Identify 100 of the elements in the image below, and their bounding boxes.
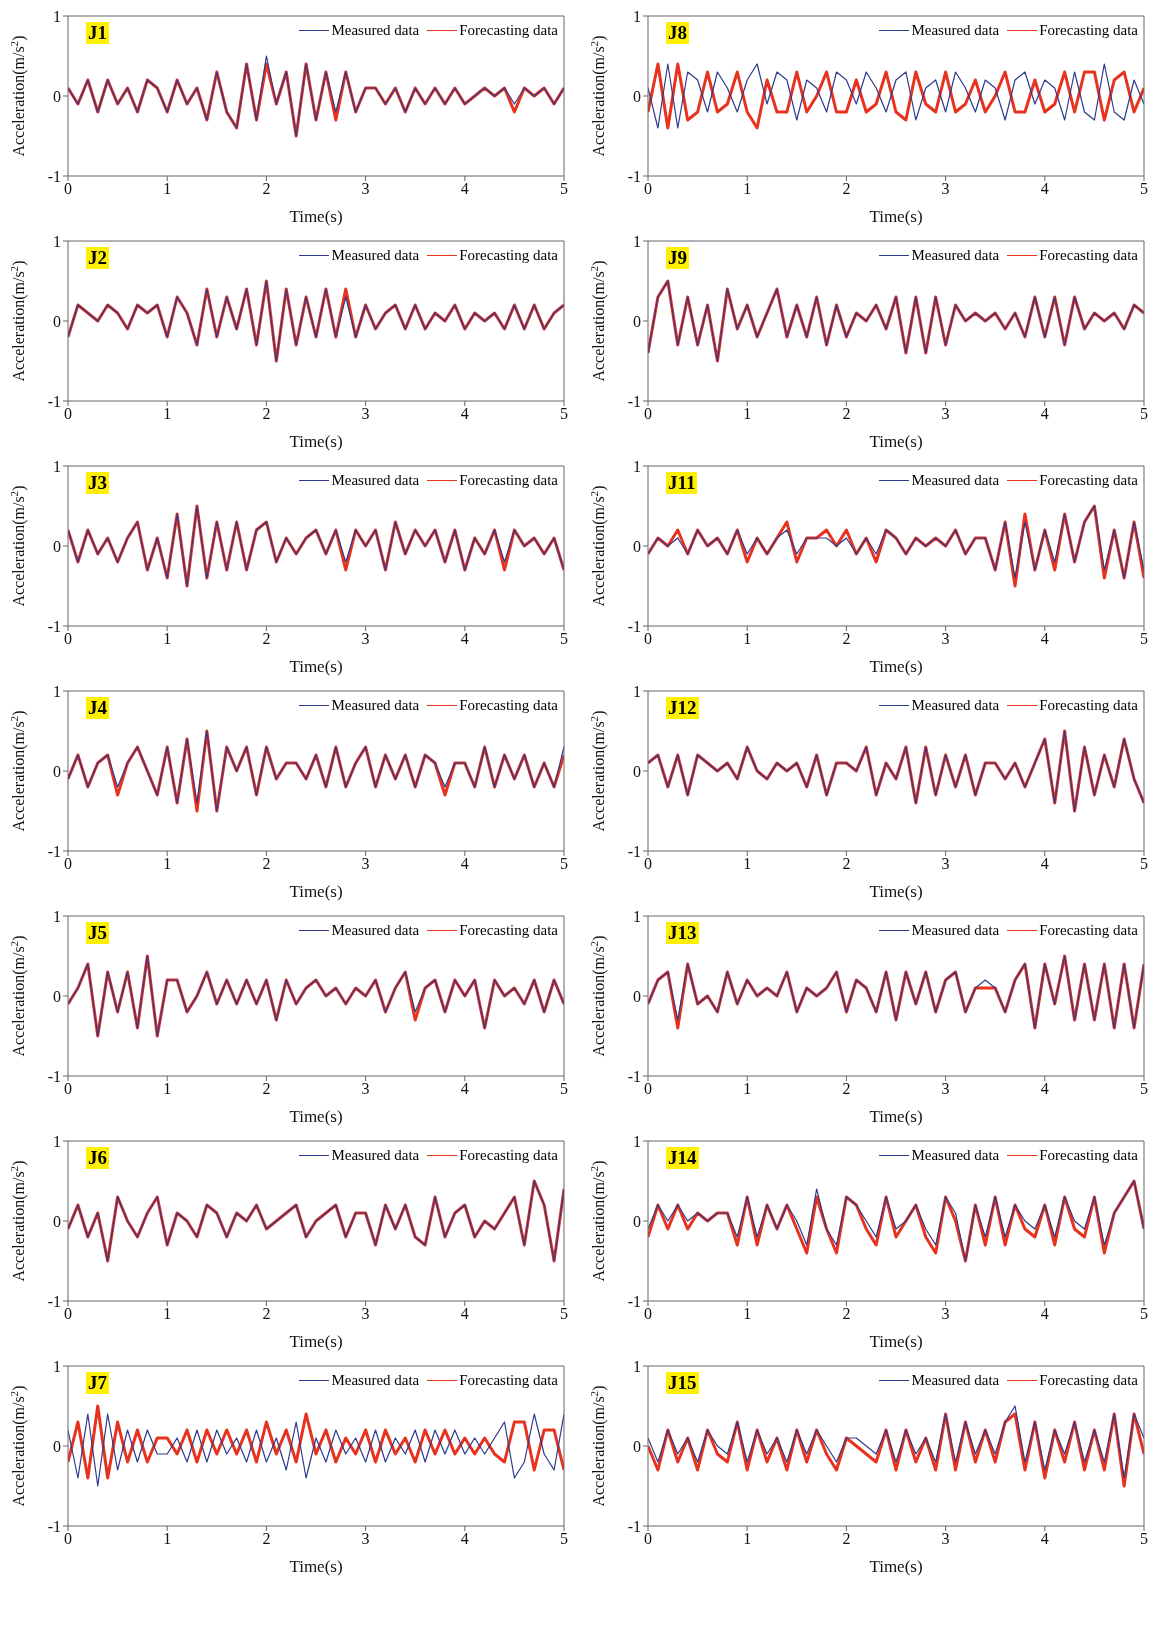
y-tick-label: 1 [633,1357,641,1375]
y-tick-label: 0 [633,537,641,555]
legend-label: Measured data [911,922,1000,939]
y-tick-label: 1 [633,232,641,250]
chart-title: J12 [666,697,699,719]
x-tick-label: 1 [743,855,752,873]
y-tick-label: 1 [53,682,61,700]
x-tick-label: 1 [743,405,752,423]
x-tick-label: 5 [1140,180,1148,198]
legend-label: Measured data [911,1372,1000,1389]
x-axis-title: Time(s) [869,1107,923,1126]
x-tick-label: 5 [560,1530,568,1548]
chart-title: J3 [86,472,109,494]
y-tick-label: 1 [633,7,641,25]
x-tick-label: 4 [1040,630,1049,648]
legend-label: Forecasting data [1039,697,1138,714]
chart-title: J6 [86,1147,109,1169]
x-tick-label: 2 [842,630,851,648]
x-tick-label: 1 [743,1530,752,1548]
x-tick-label: 2 [262,1305,271,1323]
x-axis-title: Time(s) [289,432,343,451]
x-tick-label: 4 [1040,1305,1049,1323]
x-tick-label: 2 [262,1530,271,1548]
y-tick-label: -1 [627,617,641,635]
legend-label: Measured data [331,1372,420,1389]
legend-label: Forecasting data [1039,472,1138,489]
x-axis-title: Time(s) [289,1107,343,1126]
x-tick-label: 2 [262,630,271,648]
y-tick-label: -1 [627,1067,641,1085]
y-tick-label: -1 [47,617,61,635]
y-tick-label: -1 [47,1517,61,1535]
x-tick-label: 5 [1140,1080,1148,1098]
x-tick-label: 0 [64,405,72,423]
legend-label: Forecasting data [1039,1147,1138,1164]
x-tick-label: 0 [644,1080,652,1098]
x-tick-label: 3 [941,1305,950,1323]
y-tick-label: 0 [633,87,641,105]
x-tick-label: 0 [64,630,72,648]
chart-title: J5 [86,922,109,944]
y-tick-label: 1 [53,457,61,475]
x-tick-label: 5 [560,855,568,873]
legend-label: Forecasting data [459,697,558,714]
x-tick-label: 0 [644,630,652,648]
x-tick-label: 3 [941,1530,950,1548]
x-tick-label: 3 [361,180,370,198]
legend-label: Forecasting data [1039,922,1138,939]
legend-label: Measured data [331,22,420,39]
x-tick-label: 0 [64,855,72,873]
x-tick-label: 3 [941,1080,950,1098]
x-tick-label: 0 [64,1305,72,1323]
y-tick-label: 0 [53,762,61,780]
x-tick-label: 4 [460,1080,469,1098]
x-tick-label: 1 [163,630,172,648]
x-axis-title: Time(s) [289,1557,343,1576]
x-tick-label: 2 [842,405,851,423]
y-tick-label: 0 [633,1437,641,1455]
legend-label: Forecasting data [459,472,558,489]
x-tick-label: 3 [361,1080,370,1098]
x-tick-label: 4 [460,855,469,873]
x-axis-title: Time(s) [869,207,923,226]
x-tick-label: 5 [560,1305,568,1323]
x-tick-label: 2 [262,180,271,198]
x-axis-title: Time(s) [869,1332,923,1351]
x-tick-label: 0 [64,1080,72,1098]
y-tick-label: -1 [627,842,641,860]
y-tick-label: -1 [47,1067,61,1085]
x-axis-title: Time(s) [289,207,343,226]
y-tick-label: 0 [633,987,641,1005]
y-tick-label: -1 [47,392,61,410]
x-tick-label: 1 [743,1080,752,1098]
x-tick-label: 1 [163,1305,172,1323]
x-tick-label: 5 [560,630,568,648]
y-tick-label: 1 [53,7,61,25]
y-tick-label: 1 [53,1357,61,1375]
x-tick-label: 2 [262,1080,271,1098]
legend-label: Forecasting data [459,247,558,264]
x-tick-label: 3 [941,855,950,873]
x-tick-label: 3 [941,405,950,423]
y-tick-label: -1 [627,392,641,410]
x-axis-title: Time(s) [869,657,923,676]
chart-title: J11 [666,472,698,494]
x-tick-label: 5 [1140,630,1148,648]
x-tick-label: 4 [1040,855,1049,873]
x-tick-label: 3 [361,1530,370,1548]
x-tick-label: 0 [64,180,72,198]
legend-label: Measured data [331,922,420,939]
x-tick-label: 4 [460,180,469,198]
y-tick-label: 1 [53,232,61,250]
legend-label: Forecasting data [459,1147,558,1164]
x-tick-label: 4 [1040,1530,1049,1548]
legend-label: Measured data [331,472,420,489]
chart-title: J7 [86,1372,109,1394]
x-axis-title: Time(s) [869,1557,923,1576]
y-tick-label: 1 [633,682,641,700]
legend-label: Measured data [331,1147,420,1164]
x-tick-label: 3 [361,855,370,873]
legend-label: Measured data [911,247,1000,264]
y-tick-label: 1 [53,1132,61,1150]
legend-label: Forecasting data [1039,22,1138,39]
x-tick-label: 3 [941,180,950,198]
